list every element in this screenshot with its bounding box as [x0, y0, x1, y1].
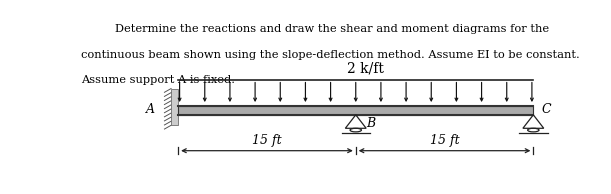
Text: continuous beam shown using the slope-deflection method. Assume EI to be constan: continuous beam shown using the slope-de…	[81, 50, 580, 60]
Text: 15 ft: 15 ft	[430, 134, 459, 147]
Text: Assume support A is fixed.: Assume support A is fixed.	[81, 75, 235, 85]
Text: B: B	[366, 117, 375, 130]
Text: C: C	[542, 103, 552, 116]
Text: A: A	[145, 103, 155, 116]
Text: 2 k/ft: 2 k/ft	[347, 61, 384, 75]
Text: Determine the reactions and draw the shear and moment diagrams for the: Determine the reactions and draw the she…	[115, 24, 549, 34]
Text: 15 ft: 15 ft	[252, 134, 282, 147]
Bar	[178, 107, 533, 115]
Bar	[171, 88, 178, 125]
